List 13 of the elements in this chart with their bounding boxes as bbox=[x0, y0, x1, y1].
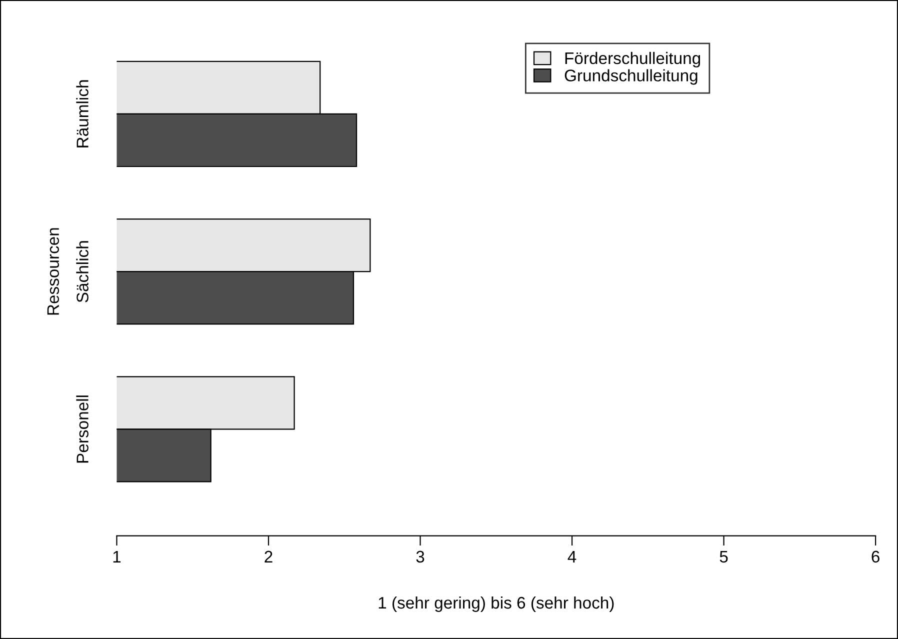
legend-label: Förderschulleitung bbox=[565, 52, 700, 68]
y-tick-label: Personell bbox=[76, 396, 88, 463]
x-tick-label: 2 bbox=[264, 550, 272, 562]
x-axis-title: 1 (sehr gering) bis 6 (sehr hoch) bbox=[378, 596, 614, 612]
x-tick-label: 3 bbox=[416, 550, 424, 563]
y-axis-title: Ressourcen bbox=[47, 228, 60, 315]
x-tick-label: 1 bbox=[113, 550, 121, 562]
y-tick-label: Sächlich bbox=[76, 241, 88, 302]
legend-label: Grundschulleitung bbox=[564, 69, 698, 85]
x-tick-label: 5 bbox=[720, 550, 728, 563]
y-tick-label: Räumlich bbox=[76, 80, 88, 148]
x-tick-label: 6 bbox=[872, 550, 880, 563]
x-tick-label: 4 bbox=[568, 550, 576, 562]
